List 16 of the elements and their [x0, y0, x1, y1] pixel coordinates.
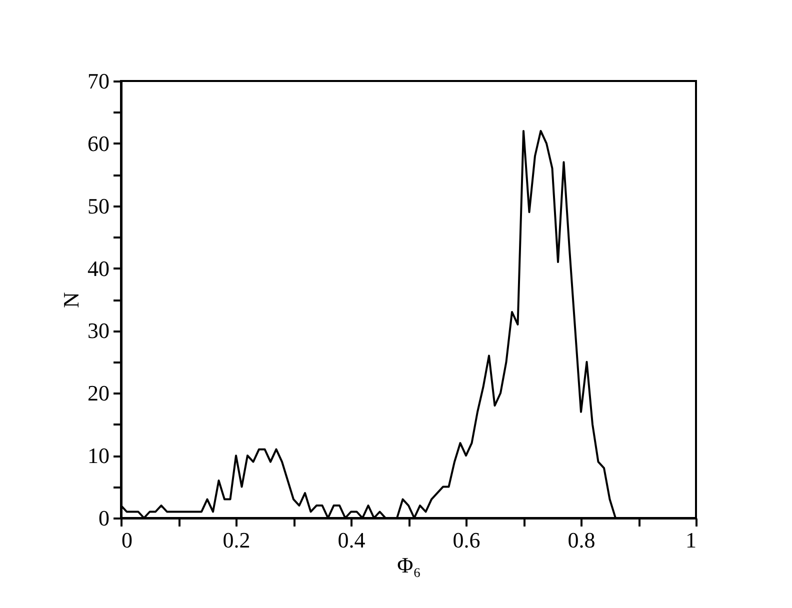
x-tick-label: 0 — [122, 528, 132, 552]
x-tick-label: 0.8 — [568, 528, 596, 552]
y-axis-title: N — [58, 292, 84, 308]
y-tick-label: 40 — [88, 256, 110, 281]
y-tick-label: 70 — [88, 68, 110, 94]
x-tick-label: 0.4 — [338, 528, 366, 552]
x-tick-label: 0.2 — [222, 528, 250, 552]
y-tick-label: 50 — [88, 193, 110, 218]
y-tick-label: 0 — [98, 506, 110, 530]
y-tick-label: 60 — [88, 130, 110, 156]
y-tick-label: 10 — [88, 443, 110, 468]
y-tick-label: 30 — [88, 318, 110, 344]
y-tick-label: 20 — [88, 380, 110, 406]
x-tick-label: 0.6 — [452, 528, 480, 552]
x-axis-title: Φ₆ — [397, 552, 421, 578]
x-tick-label: 1 — [686, 528, 696, 552]
